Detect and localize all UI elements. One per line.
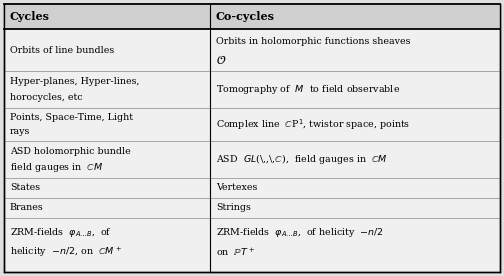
Text: ZRM-fields  $\varphi_{A{\ldots}B}$,  of: ZRM-fields $\varphi_{A{\ldots}B}$, of (10, 225, 112, 239)
Text: on  $\mathbb{P}$$T^+$: on $\mathbb{P}$$T^+$ (216, 247, 255, 259)
Text: Orbits in holomorphic functions sheaves: Orbits in holomorphic functions sheaves (216, 37, 410, 46)
Bar (4, 4, 500, 30)
Text: Vertexes: Vertexes (216, 183, 257, 192)
Text: helicity  $-n/2$, on  $\mathbb{C}$$M^+$: helicity $-n/2$, on $\mathbb{C}$$M^+$ (10, 246, 122, 260)
Text: ASD  $GL$(\,,\,$\mathbb{C}$),  field gauges in  $\mathbb{C}$$M$: ASD $GL$(\,,\,$\mathbb{C}$), field gauge… (216, 152, 388, 166)
Text: Strings: Strings (216, 203, 250, 213)
Text: Points, Space-Time, Light: Points, Space-Time, Light (10, 113, 133, 121)
Text: Hyper-planes, Hyper-lines,: Hyper-planes, Hyper-lines, (10, 77, 140, 86)
Text: ASD holomorphic bundle: ASD holomorphic bundle (10, 147, 131, 156)
Text: $\mathcal{O}$: $\mathcal{O}$ (216, 54, 226, 67)
Text: Branes: Branes (10, 203, 44, 213)
Text: rays: rays (10, 127, 30, 136)
Text: ZRM-fields  $\varphi_{A{\ldots}B}$,  of helicity  $-n/2$: ZRM-fields $\varphi_{A{\ldots}B}$, of he… (216, 225, 384, 239)
Text: States: States (10, 183, 40, 192)
Text: Cycles: Cycles (10, 11, 50, 22)
Text: Tomography of  $M$  to field observable: Tomography of $M$ to field observable (216, 83, 400, 96)
Text: field gauges in  $\mathbb{C}$$M$: field gauges in $\mathbb{C}$$M$ (10, 161, 104, 174)
Text: Complex line  $\mathbb{C}$P$^1$, twistor space, points: Complex line $\mathbb{C}$P$^1$, twistor … (216, 117, 410, 132)
Text: Orbits of line bundles: Orbits of line bundles (10, 46, 114, 55)
Text: Co-cycles: Co-cycles (216, 11, 275, 22)
Text: horocycles, etc: horocycles, etc (10, 93, 83, 102)
